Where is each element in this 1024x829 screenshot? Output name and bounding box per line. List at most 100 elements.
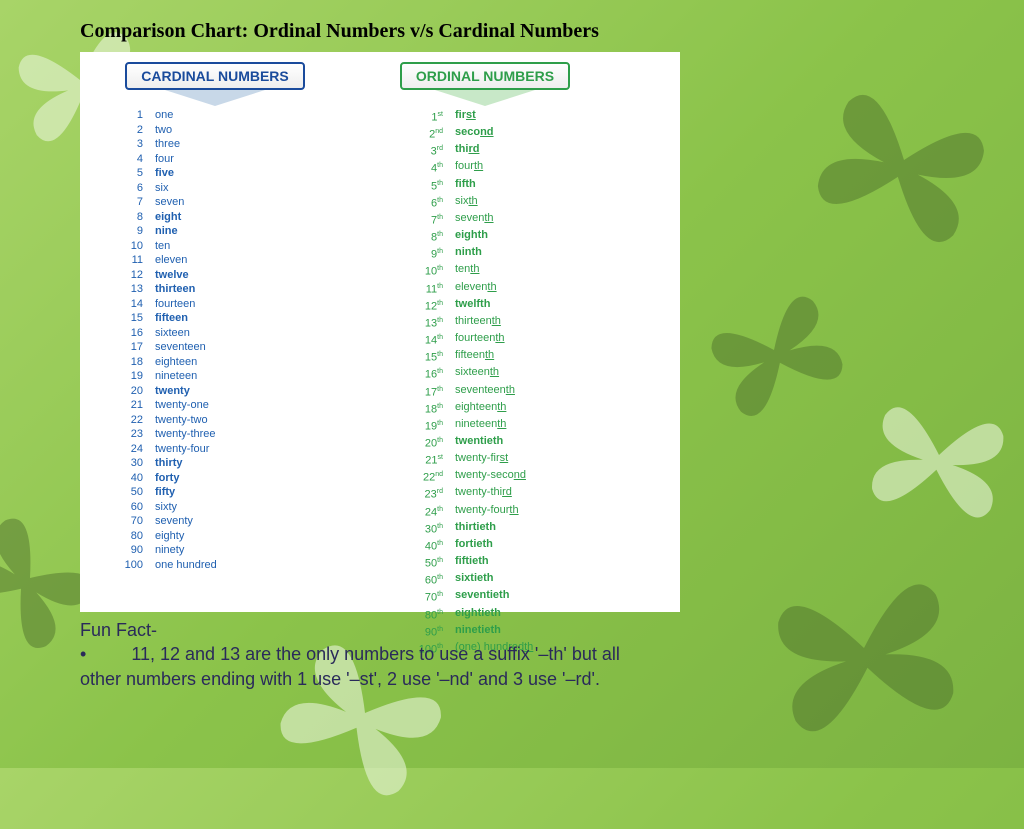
- ordinal-word: twelfth: [455, 297, 660, 314]
- cardinal-word: eighteen: [155, 355, 360, 370]
- fun-fact-block: Fun Fact- • 11, 12 and 13 are the only n…: [80, 618, 640, 691]
- ordinal-row: 30ththirtieth: [400, 520, 660, 537]
- cardinal-row: 20twenty: [100, 384, 360, 399]
- ordinal-number: 23rd: [400, 485, 455, 502]
- cardinal-number: 16: [100, 326, 155, 341]
- ordinal-number: 21st: [400, 451, 455, 468]
- ordinal-word: sixteenth: [455, 365, 660, 382]
- cardinal-number: 24: [100, 442, 155, 457]
- cardinal-word: one: [155, 108, 360, 123]
- cardinal-row: 2two: [100, 123, 360, 138]
- ordinal-word: nineteenth: [455, 417, 660, 434]
- cardinal-row: 11eleven: [100, 253, 360, 268]
- cardinal-row: 5five: [100, 166, 360, 181]
- cardinal-row: 90ninety: [100, 543, 360, 558]
- ordinal-row: 24thtwenty-fourth: [400, 503, 660, 520]
- cardinal-word: nine: [155, 224, 360, 239]
- cardinal-row: 4four: [100, 152, 360, 167]
- cardinal-number: 70: [100, 514, 155, 529]
- ordinal-row: 15thfifteenth: [400, 348, 660, 365]
- ordinal-word: eleventh: [455, 280, 660, 297]
- cardinal-number: 13: [100, 282, 155, 297]
- cardinal-word: twenty-one: [155, 398, 360, 413]
- cardinal-row: 21twenty-one: [100, 398, 360, 413]
- cardinal-row: 18eighteen: [100, 355, 360, 370]
- ordinal-row: 1stfirst: [400, 108, 660, 125]
- ordinal-row: 5thfifth: [400, 177, 660, 194]
- cardinal-row: 40forty: [100, 471, 360, 486]
- ordinal-word: twenty-third: [455, 485, 660, 502]
- ordinal-word: first: [455, 108, 660, 125]
- cardinal-number: 12: [100, 268, 155, 283]
- cardinal-header: CARDINAL NUMBERS: [100, 62, 330, 106]
- ordinal-word: tenth: [455, 262, 660, 279]
- ordinal-header: ORDINAL NUMBERS: [370, 62, 600, 106]
- ordinal-row: 17thseventeenth: [400, 383, 660, 400]
- cardinal-word: eleven: [155, 253, 360, 268]
- ordinal-number: 40th: [400, 537, 455, 554]
- ordinal-number: 12th: [400, 297, 455, 314]
- ordinal-row: 14thfourteenth: [400, 331, 660, 348]
- ordinal-row: 60thsixtieth: [400, 571, 660, 588]
- cardinal-number: 20: [100, 384, 155, 399]
- cardinal-word: sixteen: [155, 326, 360, 341]
- arrow-down-icon: [435, 90, 535, 106]
- cardinal-number: 40: [100, 471, 155, 486]
- ordinal-row: 6thsixth: [400, 194, 660, 211]
- ordinal-number: 11th: [400, 280, 455, 297]
- cardinal-word: twenty-four: [155, 442, 360, 457]
- ordinal-row: 40thfortieth: [400, 537, 660, 554]
- ordinal-row: 7thseventh: [400, 211, 660, 228]
- ordinal-row: 10thtenth: [400, 262, 660, 279]
- ordinal-number: 16th: [400, 365, 455, 382]
- cardinal-row: 50fifty: [100, 485, 360, 500]
- ordinal-word: sixtieth: [455, 571, 660, 588]
- ordinal-number: 18th: [400, 400, 455, 417]
- ordinal-number: 22nd: [400, 468, 455, 485]
- cardinal-row: 19nineteen: [100, 369, 360, 384]
- cardinal-number: 8: [100, 210, 155, 225]
- ordinal-header-label: ORDINAL NUMBERS: [400, 62, 570, 90]
- ordinal-row: 19thnineteenth: [400, 417, 660, 434]
- ordinal-number: 3rd: [400, 142, 455, 159]
- ordinal-row: 4thfourth: [400, 159, 660, 176]
- cardinal-number: 30: [100, 456, 155, 471]
- cardinal-number: 6: [100, 181, 155, 196]
- ordinal-word: thirtieth: [455, 520, 660, 537]
- cardinal-number: 14: [100, 297, 155, 312]
- cardinal-row: 1one: [100, 108, 360, 123]
- cardinal-number: 11: [100, 253, 155, 268]
- cardinal-row: 10ten: [100, 239, 360, 254]
- ordinal-number: 70th: [400, 588, 455, 605]
- ordinal-word: fourteenth: [455, 331, 660, 348]
- cardinal-word: sixty: [155, 500, 360, 515]
- ordinal-number: 8th: [400, 228, 455, 245]
- ordinal-number: 13th: [400, 314, 455, 331]
- cardinal-row: 30thirty: [100, 456, 360, 471]
- cardinal-word: twelve: [155, 268, 360, 283]
- cardinal-word: fifteen: [155, 311, 360, 326]
- cardinal-number: 23: [100, 427, 155, 442]
- ordinal-row: 20thtwentieth: [400, 434, 660, 451]
- cardinal-row: 8eight: [100, 210, 360, 225]
- ordinal-row: 22ndtwenty-second: [400, 468, 660, 485]
- cardinal-number: 1: [100, 108, 155, 123]
- cardinal-word: twenty-three: [155, 427, 360, 442]
- cardinal-number: 21: [100, 398, 155, 413]
- arrow-down-icon: [165, 90, 265, 106]
- ordinal-number: 30th: [400, 520, 455, 537]
- page-title: Comparison Chart: Ordinal Numbers v/s Ca…: [80, 20, 599, 43]
- ordinal-number: 6th: [400, 194, 455, 211]
- cardinal-word: fourteen: [155, 297, 360, 312]
- cardinal-number: 17: [100, 340, 155, 355]
- cardinal-row: 23twenty-three: [100, 427, 360, 442]
- ordinal-word: thirteenth: [455, 314, 660, 331]
- cardinal-number: 3: [100, 137, 155, 152]
- ordinal-row: 8theighth: [400, 228, 660, 245]
- ordinal-row: 18theighteenth: [400, 400, 660, 417]
- cardinal-word: ten: [155, 239, 360, 254]
- ordinal-number: 1st: [400, 108, 455, 125]
- cardinal-number: 60: [100, 500, 155, 515]
- ordinal-row: 21sttwenty-first: [400, 451, 660, 468]
- cardinal-row: 7seven: [100, 195, 360, 210]
